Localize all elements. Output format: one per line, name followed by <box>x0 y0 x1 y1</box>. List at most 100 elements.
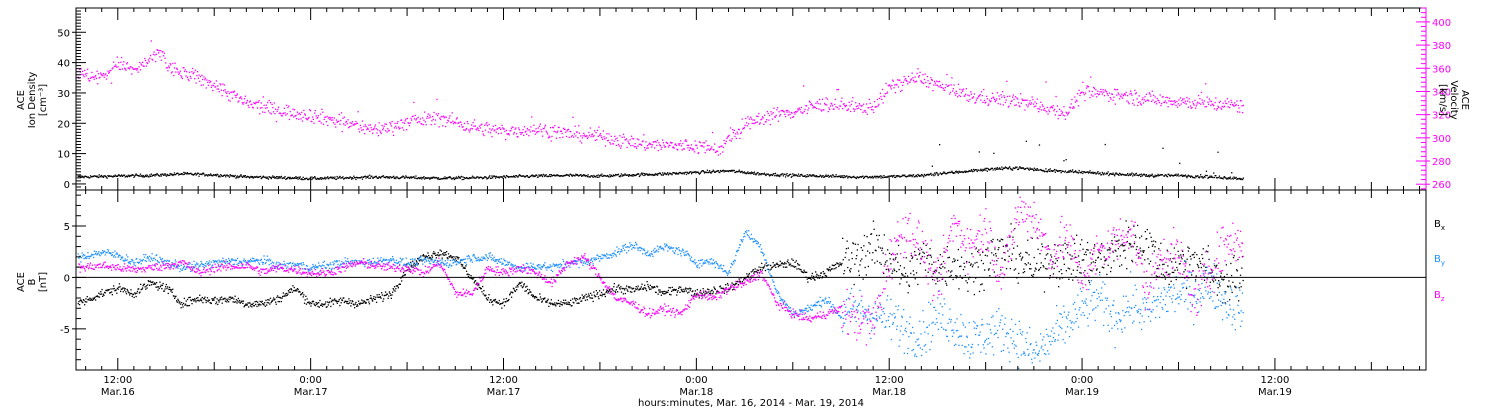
data-point <box>788 174 790 176</box>
data-point <box>353 124 355 126</box>
data-point <box>881 98 883 100</box>
data-point <box>969 170 971 172</box>
data-point <box>534 175 536 178</box>
data-point <box>272 176 275 179</box>
data-point <box>161 288 163 290</box>
data-point <box>356 304 358 306</box>
data-point <box>821 110 823 112</box>
data-point <box>239 175 241 177</box>
data-point <box>721 170 723 172</box>
data-point <box>811 104 813 106</box>
data-point <box>1191 107 1193 109</box>
data-point <box>1121 173 1124 175</box>
data-point <box>426 177 428 179</box>
data-point <box>800 111 802 113</box>
data-point <box>349 122 351 124</box>
data-point <box>924 175 926 177</box>
data-point <box>385 130 387 132</box>
data-point <box>466 121 468 123</box>
data-point <box>1004 96 1006 99</box>
data-point <box>1099 91 1101 93</box>
data-point <box>665 173 667 176</box>
data-point <box>709 171 711 174</box>
data-point <box>330 117 332 119</box>
data-point <box>1087 172 1090 174</box>
data-point <box>144 174 147 176</box>
data-point <box>1185 175 1187 177</box>
data-point <box>1111 93 1113 95</box>
data-point <box>543 128 545 130</box>
data-point <box>215 174 217 176</box>
data-point <box>119 68 121 71</box>
data-point <box>426 117 428 119</box>
data-point <box>957 171 959 173</box>
data-point <box>611 139 613 141</box>
data-point <box>189 173 191 175</box>
data-point <box>214 174 216 176</box>
data-point <box>546 301 548 304</box>
data-point <box>192 299 194 301</box>
data-point <box>180 307 182 309</box>
data-point <box>912 174 915 176</box>
data-point <box>774 264 776 266</box>
data-point <box>444 176 446 178</box>
data-point <box>350 125 352 127</box>
data-point <box>627 140 629 142</box>
data-point <box>1172 100 1174 102</box>
data-point <box>264 176 266 178</box>
data-point <box>604 175 606 177</box>
data-point <box>237 300 239 302</box>
data-point <box>116 292 118 294</box>
data-point <box>613 140 615 142</box>
data-point <box>513 175 515 177</box>
data-point <box>769 123 771 126</box>
data-point <box>827 174 829 176</box>
data-point <box>429 257 432 259</box>
data-point <box>718 146 720 148</box>
data-point <box>556 132 558 134</box>
data-point <box>1001 96 1003 98</box>
data-point <box>383 176 385 179</box>
data-point <box>409 268 411 271</box>
data-point <box>900 175 902 177</box>
data-point <box>509 176 511 178</box>
data-point <box>89 77 92 79</box>
data-point <box>128 292 130 294</box>
data-point <box>642 288 644 290</box>
data-point <box>185 75 187 77</box>
data-point <box>1133 104 1135 106</box>
data-point <box>1020 93 1022 95</box>
data-point <box>915 272 918 274</box>
data-point <box>957 83 960 85</box>
data-point <box>313 177 315 179</box>
data-point <box>140 63 142 65</box>
data-point <box>999 98 1001 100</box>
data-point <box>154 283 157 285</box>
data-point <box>423 176 425 178</box>
data-point <box>215 303 217 305</box>
data-point <box>875 177 877 179</box>
data-point <box>664 173 667 175</box>
data-point <box>784 176 787 178</box>
data-point <box>348 127 350 129</box>
data-point <box>633 287 635 290</box>
data-point <box>569 173 571 175</box>
data-point <box>983 99 986 102</box>
data-point <box>664 293 666 295</box>
data-point <box>139 291 141 293</box>
data-point <box>553 304 555 306</box>
data-point <box>933 84 935 86</box>
data-point <box>485 294 487 296</box>
data-point <box>709 170 711 172</box>
data-point <box>425 255 427 257</box>
data-point <box>393 286 396 288</box>
data-point <box>329 118 331 120</box>
data-point <box>729 139 731 141</box>
data-point <box>1189 175 1191 177</box>
data-point <box>1046 170 1048 173</box>
data-point <box>1022 99 1025 101</box>
data-point <box>704 293 706 295</box>
data-point <box>1053 110 1055 112</box>
data-point <box>723 287 725 290</box>
data-point <box>616 137 618 139</box>
